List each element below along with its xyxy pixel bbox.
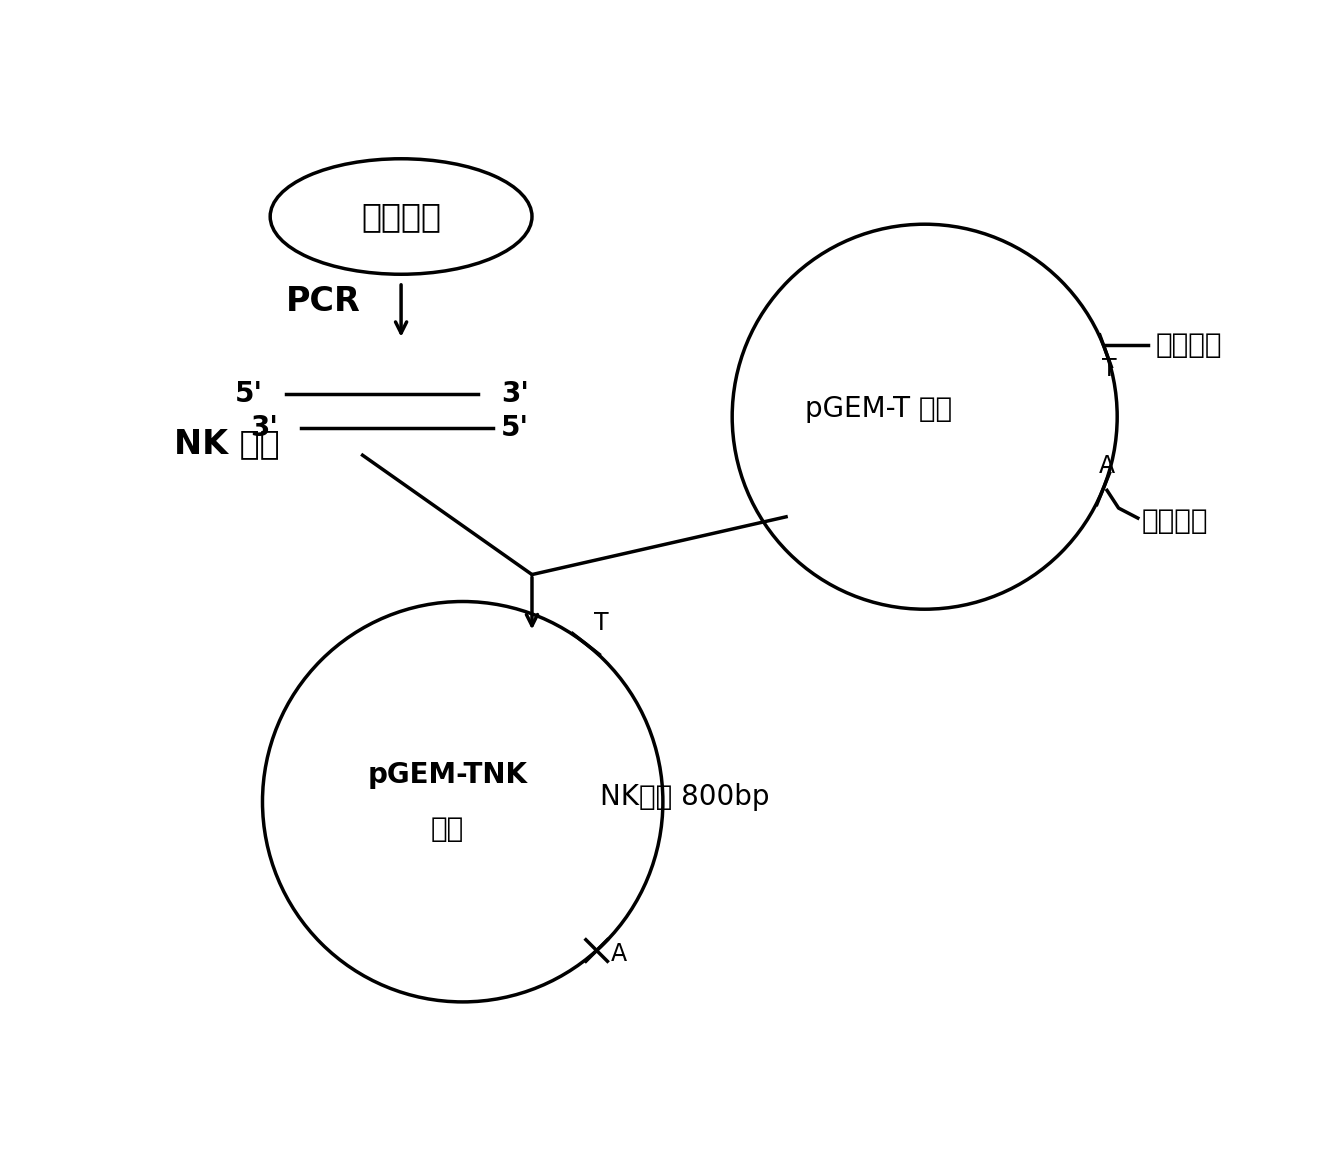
Text: PCR: PCR bbox=[285, 285, 360, 318]
Text: NK基因 800bp: NK基因 800bp bbox=[600, 783, 770, 811]
Text: 载体: 载体 bbox=[431, 815, 464, 843]
Text: 3': 3' bbox=[502, 380, 530, 408]
Text: 多连接子: 多连接子 bbox=[1142, 507, 1209, 535]
Text: A: A bbox=[1099, 454, 1115, 478]
Text: 多连接子: 多连接子 bbox=[1155, 331, 1222, 359]
Text: T: T bbox=[594, 610, 608, 635]
Text: pGEM-TNK: pGEM-TNK bbox=[367, 761, 527, 789]
Text: A: A bbox=[611, 942, 627, 967]
Text: NK 基因: NK 基因 bbox=[173, 427, 280, 461]
Text: pGEM-T 载体: pGEM-T 载体 bbox=[804, 395, 952, 423]
Text: T: T bbox=[1102, 357, 1117, 381]
Text: 5': 5' bbox=[502, 414, 530, 442]
Text: 5': 5' bbox=[235, 380, 263, 408]
Text: 3': 3' bbox=[249, 414, 277, 442]
Text: 枯草杆菌: 枯草杆菌 bbox=[362, 200, 442, 233]
